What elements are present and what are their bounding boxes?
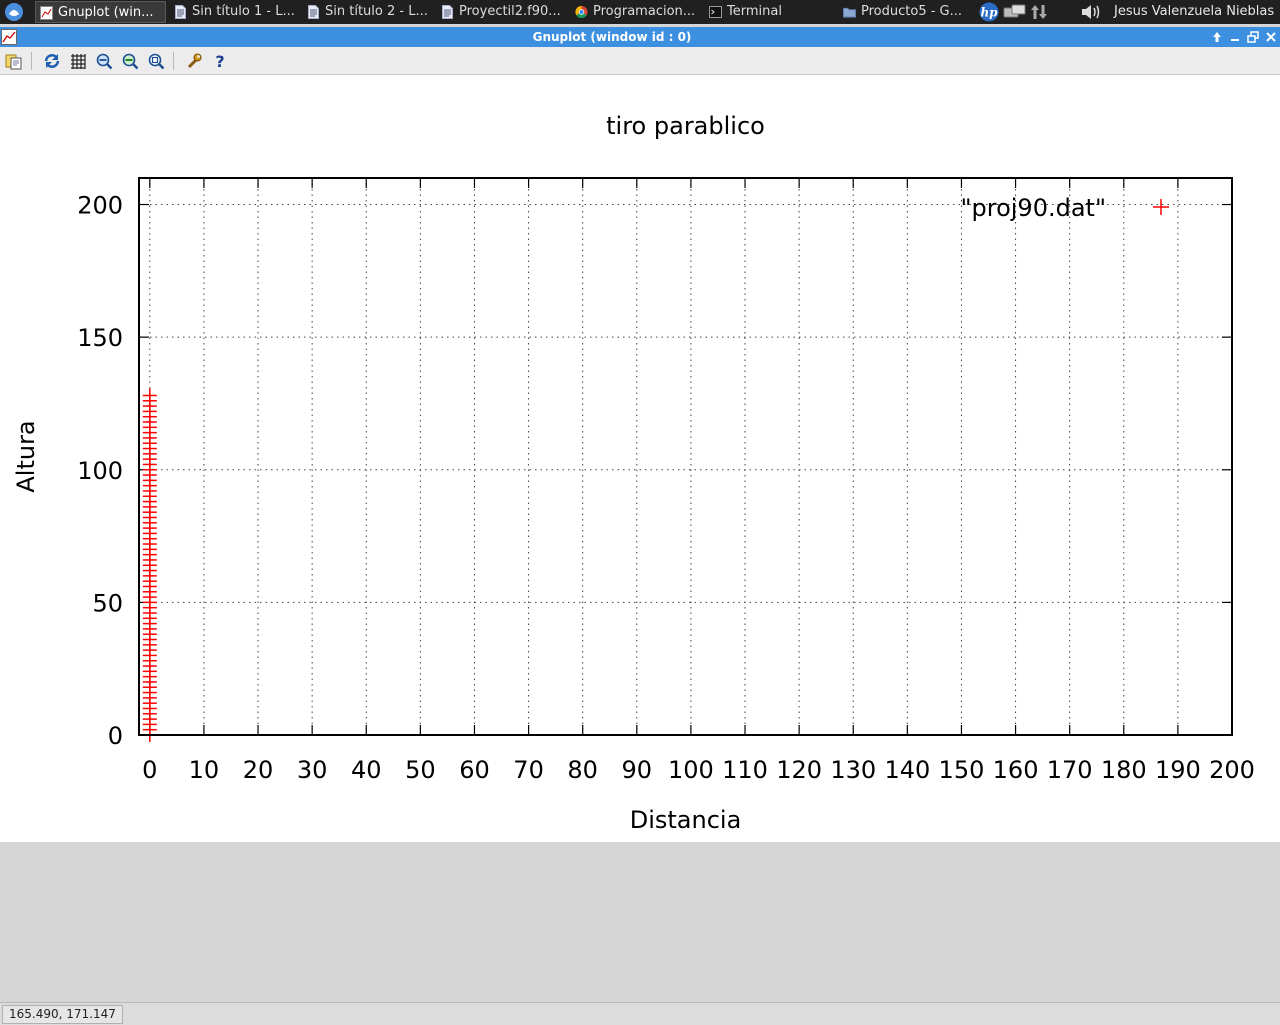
folder-icon [843,7,856,18]
x-tick-label: 180 [1101,756,1147,784]
network-icon[interactable] [1003,3,1027,21]
close-icon [1266,32,1276,42]
window-shade-button[interactable] [1209,29,1225,45]
options-icon[interactable] [185,52,203,70]
taskbar-item-label: Producto5 - G... [861,4,963,19]
hp-icon[interactable]: hp [978,2,1000,22]
taskbar-item-label: Sin título 2 - L... [325,4,428,19]
grid [139,178,1233,736]
taskbar-item-label: Sin título 1 - L... [192,4,295,19]
x-tick-label: 120 [776,756,822,784]
taskbar-item-folder[interactable]: Producto5 - G... [839,1,969,23]
taskbar-item-terminal[interactable]: Terminal [705,1,835,23]
data-point [142,388,157,403]
y-tick-label: 100 [77,457,123,485]
x-tick-label: 0 [142,756,157,784]
document-icon [442,5,453,19]
user-name[interactable]: Jesus Valenzuela Nieblas [1114,4,1275,19]
transfer-arrows-icon[interactable] [1030,3,1048,21]
x-tick-label: 40 [351,756,382,784]
x-tick-label: 30 [297,756,328,784]
taskbar-item-label: Proyectil2.f90... [459,4,561,19]
gnuplot-icon[interactable] [1,29,17,45]
taskbar-item-label: Terminal [727,4,782,19]
x-tick-label: 100 [668,756,714,784]
svg-text:hp: hp [980,6,998,20]
taskbar-item-label: Programacion... [593,4,696,19]
zoom-next-icon[interactable] [121,52,139,70]
plot-border [138,177,1233,736]
mouse-coordinates: 165.490, 171.147 [2,1005,123,1024]
x-tick-label: 150 [939,756,985,784]
plot-svg[interactable]: 0 10 20 30 40 50 60 70 80 90 100 110 120 130 140 150 160… [0,75,1280,842]
svg-text:?: ? [215,52,224,70]
y-tick-label: 0 [108,722,123,750]
ticks [139,178,1233,736]
x-tick-label: 90 [622,756,653,784]
x-tick-label: 160 [993,756,1039,784]
taskbar-item-document-1[interactable]: Sin título 1 - L... [170,1,300,23]
chart-title: tiro parablico [606,112,765,140]
window-close-button[interactable] [1263,29,1279,45]
start-menu-icon[interactable] [3,2,25,22]
gnuplot-icon [40,6,53,20]
window-titlebar[interactable]: Gnuplot (window id : 0) [0,27,1280,47]
x-tick-label: 60 [459,756,490,784]
window-minimize-button[interactable] [1227,29,1243,45]
chrome-icon [575,5,588,19]
status-bar: 165.490, 171.147 [0,1002,1280,1025]
restore-icon [1247,31,1259,43]
taskbar-item-document-2[interactable]: Sin título 2 - L... [303,1,433,23]
volume-icon[interactable] [1080,3,1102,21]
x-tick-label: 130 [830,756,876,784]
data-points [142,388,157,742]
x-tick-label: 140 [884,756,930,784]
legend: "proj90.dat" [960,194,1169,222]
terminal-icon [709,6,722,18]
taskbar-item-browser[interactable]: Programacion... [571,1,701,23]
taskbar-item-proyectil[interactable]: Proyectil2.f90... [437,1,567,23]
window-title: Gnuplot (window id : 0) [532,30,692,44]
document-icon [308,5,319,19]
toolbar: ? [0,47,1280,75]
grid-icon[interactable] [69,52,87,70]
document-icon [175,5,186,19]
window-maximize-button[interactable] [1245,29,1261,45]
taskbar: Gnuplot (win... Sin título 1 - L... Sin … [0,0,1280,24]
y-axis-label: Altura [12,420,40,492]
autoscale-icon[interactable] [147,52,165,70]
y-tick-label: 200 [77,192,123,220]
copy-icon[interactable] [5,52,23,70]
taskbar-item-gnuplot[interactable]: Gnuplot (win... [35,1,166,23]
x-tick-label: 20 [243,756,274,784]
x-tick-label: 170 [1047,756,1093,784]
help-icon[interactable]: ? [211,52,229,70]
x-tick-label: 190 [1155,756,1201,784]
taskbar-item-label: Gnuplot (win... [58,5,154,20]
x-tick-label: 10 [189,756,220,784]
arrow-up-icon [1213,32,1221,42]
tick-labels: 0 10 20 30 40 50 60 70 80 90 100 110 120 130 140 150 160… [77,192,1255,784]
y-tick-label: 50 [92,589,123,617]
x-tick-label: 80 [567,756,598,784]
toolbar-separator [31,52,32,70]
x-tick-label: 200 [1209,756,1255,784]
x-tick-label: 70 [513,756,544,784]
x-tick-label: 110 [722,756,768,784]
x-tick-label: 50 [405,756,436,784]
plot-canvas[interactable]: 0 10 20 30 40 50 60 70 80 90 100 110 120 130 140 150 160… [0,75,1280,842]
toolbar-separator [173,52,174,70]
x-axis-label: Distancia [630,806,742,834]
y-tick-label: 150 [77,324,123,352]
legend-marker [1153,199,1169,215]
minimize-icon [1231,39,1239,41]
legend-series-label: "proj90.dat" [960,194,1106,222]
replot-icon[interactable] [43,52,61,70]
zoom-previous-icon[interactable] [95,52,113,70]
